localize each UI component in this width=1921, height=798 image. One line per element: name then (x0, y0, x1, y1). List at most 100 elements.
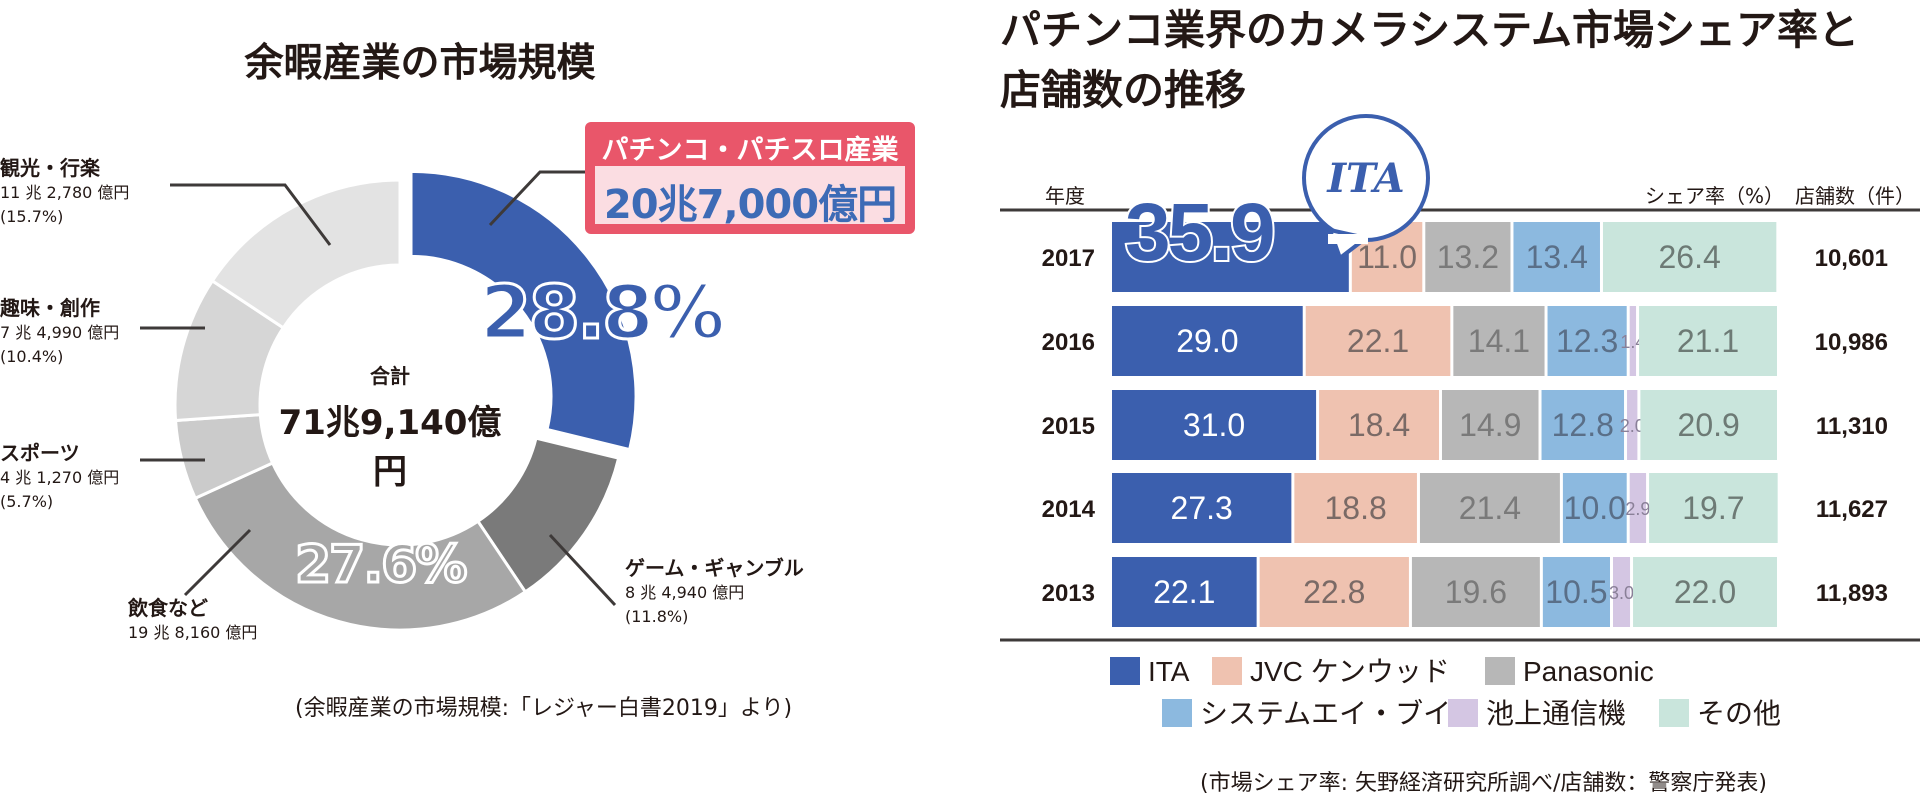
bar-value-label: 20.9 (1678, 407, 1740, 443)
right-title-line2: 店舗数の推移 (1000, 66, 1246, 114)
leader-line (183, 528, 252, 597)
ita-2017-value: 35.9 (1125, 187, 1273, 278)
donut-center-value: 71兆9,140億円 (278, 403, 502, 492)
bar-value-label: 2.0 (1620, 416, 1645, 436)
bar-segment (1513, 222, 1600, 292)
bar-segment (1112, 473, 1292, 543)
bar-value-label: 13.2 (1437, 239, 1499, 275)
label-sports-name: スポーツ (0, 441, 80, 465)
bar-segment (1547, 306, 1627, 376)
left-chart-source: (余暇産業の市場規模:「レジャー白書2019」より) (295, 696, 793, 721)
pachinko-share-label: 28.8% (479, 269, 727, 358)
store-count-label: 10,986 (1815, 329, 1888, 356)
bar-segment (1639, 306, 1777, 376)
store-count-label: 10,601 (1815, 245, 1888, 272)
bar-value-label: 12.8 (1552, 407, 1614, 443)
legend-swatch (1448, 699, 1478, 727)
donut-slice (193, 461, 528, 632)
bar-value-label: 11.0 (1357, 239, 1417, 275)
header-share: シェア率（%） (1645, 184, 1785, 208)
label-sports-pct: (5.7%) (0, 492, 54, 511)
bar-value-label: 19.7 (1682, 490, 1744, 526)
legend-label: ITA (1148, 656, 1190, 687)
bar-value-label: 18.4 (1348, 407, 1410, 443)
label-kanko: 観光・行楽 11 兆 2,780 億円 (15.7%) (0, 155, 129, 229)
callout-value-box: 20兆7,000億円 (595, 166, 905, 228)
bar-value-label: 19.6 (1445, 574, 1507, 610)
bar-value-label: 3.0 (1609, 583, 1634, 603)
bar-value-label: 27.3 (1171, 490, 1233, 526)
legend-swatch (1485, 657, 1515, 685)
label-kanko-pct: (15.7%) (0, 207, 64, 226)
donut-slice (210, 178, 402, 330)
callout-title: パチンコ・パチスロ産業 (601, 135, 899, 166)
bar-value-label: 21.4 (1459, 490, 1521, 526)
legend-label: JVC ケンウッド (1250, 656, 1450, 687)
label-game-amount: 8 兆 4,940 億円 (625, 583, 745, 602)
bar-segment (1542, 557, 1610, 627)
leader-line (488, 170, 585, 227)
bar-value-label: 10.0 (1564, 490, 1626, 526)
legend-swatch (1110, 657, 1140, 685)
label-inshoku-amount: 19 兆 8,160 億円 (128, 623, 258, 642)
bar-value-label: 14.1 (1468, 323, 1530, 359)
leader-line (170, 183, 332, 246)
label-game-pct: (11.8%) (625, 607, 689, 626)
label-game-name: ゲーム・ギャンブル (625, 556, 804, 580)
bar-segment (1613, 557, 1631, 627)
label-sports-amount: 4 兆 1,270 億円 (0, 468, 120, 487)
bar-value-label: 14.9 (1459, 407, 1521, 443)
bar-value-label: 21.1 (1677, 323, 1739, 359)
left-chart-title: 余暇産業の市場規模 (244, 41, 596, 86)
ita-logo-text: ITA (1326, 155, 1404, 202)
store-count-label: 11,627 (1816, 496, 1888, 523)
bar-value-label: 22.1 (1153, 574, 1215, 610)
store-count-label: 11,310 (1816, 413, 1888, 440)
legend-swatch (1659, 699, 1689, 727)
header-stores: 店舗数（件） (1795, 184, 1915, 208)
bar-segment (1419, 473, 1560, 543)
callout-value: 20兆7,000億円 (603, 182, 897, 228)
legend-label: Panasonic (1523, 656, 1654, 687)
label-shumi-pct: (10.4%) (0, 347, 64, 366)
pachinko-callout: パチンコ・パチスロ産業 20兆7,000億円 (585, 122, 915, 234)
bar-value-label: 10.5 (1545, 574, 1607, 610)
bar-segment (1441, 390, 1539, 460)
bar-value-label: 29.0 (1176, 323, 1238, 359)
year-label: 2014 (1042, 496, 1096, 523)
right-chart-source: (市場シェア率: 矢野経済研究所調べ/店舗数：警察庁発表) (1200, 771, 1767, 796)
label-shumi-name: 趣味・創作 (0, 296, 100, 320)
bar-segment (1305, 306, 1451, 376)
bar-segment (1633, 557, 1777, 627)
bar-segment (1541, 390, 1625, 460)
label-kanko-amount: 11 兆 2,780 億円 (0, 183, 130, 202)
inshoku-share-label: 27.6% (293, 534, 468, 597)
label-shumi-amount: 7 兆 4,990 億円 (0, 323, 120, 342)
year-label: 2015 (1042, 413, 1095, 440)
leader-line (548, 533, 617, 607)
bar-value-label: 22.1 (1347, 323, 1409, 359)
bar-segment (1411, 557, 1540, 627)
ita-logo-pointer-mask (1328, 234, 1368, 244)
bar-value-label: 26.4 (1659, 239, 1721, 275)
bar-segment (1112, 222, 1349, 292)
bar-segment (1112, 306, 1303, 376)
bar-value-label: 22.8 (1303, 574, 1365, 610)
year-label: 2013 (1042, 580, 1095, 607)
year-label: 2016 (1042, 329, 1095, 356)
label-inshoku-name: 飲食など (128, 596, 208, 620)
bar-segment (1112, 390, 1317, 460)
donut-slice (409, 169, 638, 452)
bar-segment (1294, 473, 1417, 543)
bar-value-label: 13.4 (1526, 239, 1588, 275)
label-kanko-name: 観光・行楽 (0, 156, 100, 180)
bar-value-label: 2.9 (1625, 499, 1650, 519)
legend-label: システムエイ・ブイ (1200, 698, 1451, 729)
bar-value-label: 22.0 (1674, 574, 1736, 610)
year-label: 2017 (1042, 245, 1095, 272)
bar-segment (1425, 222, 1511, 292)
donut-center-label: 合計 (370, 364, 410, 388)
legend-swatch (1212, 657, 1242, 685)
header-year: 年度 (1045, 184, 1085, 208)
